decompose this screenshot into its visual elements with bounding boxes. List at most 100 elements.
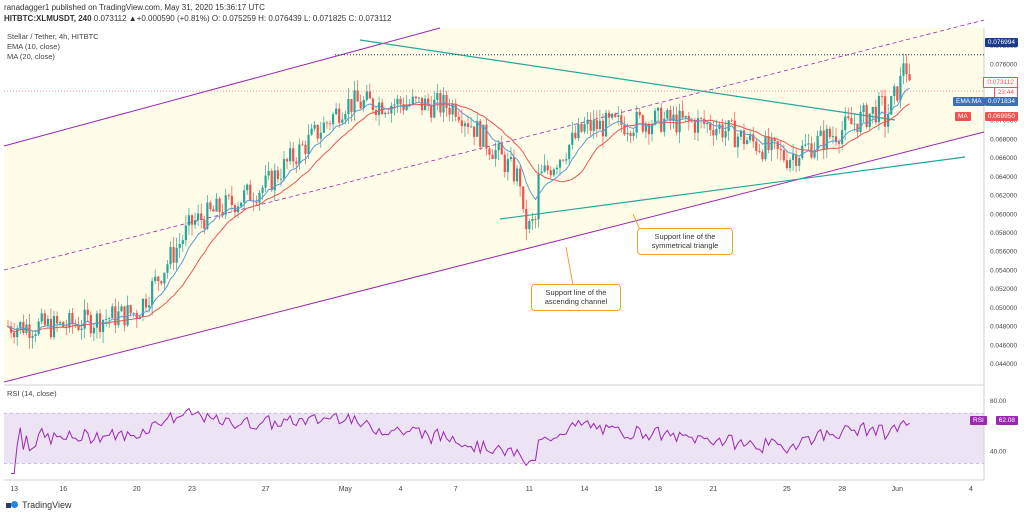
- candle-body: [650, 124, 654, 135]
- candle-body: [785, 160, 789, 169]
- time-tick-label: 4: [969, 486, 973, 493]
- candle-body: [359, 101, 362, 109]
- candle-body: [347, 98, 350, 115]
- candle-body: [791, 154, 795, 161]
- candle-body: [215, 198, 218, 212]
- ema-ma-label: EMA:MA: [953, 97, 985, 106]
- legend-ema[interactable]: EMA (10, close): [7, 42, 60, 51]
- candle-body: [436, 93, 439, 100]
- time-tick-label: 14: [581, 486, 589, 493]
- ticker-line: HITBTC:XLMUSDT, 240 0.073112 ▲+0.000590 …: [4, 14, 391, 23]
- candle-body: [445, 94, 448, 108]
- ma-price-tag: 0.069950: [984, 112, 1018, 121]
- candle-body: [905, 63, 908, 75]
- candle-body: [825, 128, 828, 150]
- candle-body: [151, 281, 154, 306]
- candle-body: [147, 305, 151, 308]
- ema-price-tag: 0.071834: [984, 97, 1018, 106]
- candle-body: [902, 63, 905, 76]
- legend-symbol[interactable]: Stellar / Tether, 4h, HITBTC: [7, 32, 99, 41]
- candle-body: [736, 136, 739, 148]
- time-tick-label: 16: [59, 486, 67, 493]
- candle-body: [512, 157, 516, 182]
- candle-body: [733, 120, 736, 148]
- candle-body: [494, 150, 497, 159]
- price-tick-label: 0.046000: [990, 342, 1017, 349]
- channel-callout: Support line of the ascending channel: [531, 284, 621, 311]
- candle-body: [95, 313, 99, 328]
- candle-body: [325, 122, 329, 124]
- candle-body: [607, 112, 611, 118]
- candle-body: [246, 184, 249, 191]
- candle-body: [166, 264, 169, 273]
- candle-body: [476, 121, 479, 137]
- candle-body: [197, 213, 200, 221]
- candle-body: [411, 96, 414, 104]
- candle-body: [160, 281, 163, 284]
- candle-body: [583, 124, 586, 132]
- candle-body: [844, 116, 847, 131]
- triangle-lower-line: [499, 156, 966, 220]
- candle-body: [396, 98, 399, 105]
- candle-body: [108, 318, 111, 320]
- candle-body: [709, 122, 712, 131]
- candle-body: [473, 126, 476, 137]
- candle-body: [377, 102, 381, 115]
- candle-body: [59, 322, 62, 324]
- candle-body: [258, 192, 261, 203]
- legend-ma[interactable]: MA (20, close): [7, 52, 55, 61]
- candle-body: [181, 240, 184, 244]
- candle-body: [178, 243, 181, 248]
- ohlc: O: 0.075259 H: 0.076439 L: 0.071825 C: 0…: [211, 14, 392, 23]
- candle-body: [623, 124, 626, 135]
- time-tick-label: 27: [262, 486, 270, 493]
- candle-body: [764, 136, 767, 160]
- candle-body: [614, 113, 617, 117]
- candle-body: [807, 143, 810, 145]
- candle-body: [279, 178, 283, 180]
- candle-body: [405, 104, 408, 110]
- candle-body: [463, 123, 467, 127]
- candle-body: [819, 130, 822, 136]
- candle-body: [187, 215, 191, 226]
- candle-body: [742, 130, 746, 145]
- rsi-tick-label: 80.00: [990, 398, 1007, 405]
- candle-body: [893, 86, 896, 97]
- candle-body: [399, 98, 402, 105]
- candle-body: [776, 141, 779, 149]
- candle-body: [755, 141, 758, 151]
- time-tick-label: May: [339, 486, 353, 493]
- price-tick-label: 0.058000: [990, 230, 1017, 237]
- candle-body: [856, 123, 859, 133]
- candle-body: [663, 118, 666, 132]
- candle-body: [92, 327, 95, 334]
- candle-body: [169, 247, 172, 265]
- candle-body: [617, 115, 620, 117]
- candle-body: [611, 113, 614, 118]
- candle-body: [874, 106, 877, 123]
- candle-body: [37, 321, 40, 335]
- candle-body: [877, 96, 881, 123]
- price-tick-label: 0.044000: [990, 361, 1017, 368]
- tradingview-brand[interactable]: TradingView: [6, 500, 72, 510]
- candle-body: [788, 160, 792, 169]
- ema-line: [7, 87, 910, 333]
- candle-body: [313, 124, 316, 129]
- candle-body: [727, 120, 730, 132]
- candle-body: [209, 202, 212, 210]
- candle-body: [620, 115, 623, 125]
- candle-body: [74, 324, 77, 326]
- candle-body: [43, 313, 46, 325]
- candle-body: [457, 116, 460, 121]
- legend-rsi[interactable]: RSI (14, close): [7, 389, 57, 398]
- candle-body: [745, 140, 749, 145]
- candle-body: [221, 212, 224, 215]
- candle-body: [331, 114, 335, 125]
- candle-body: [163, 272, 166, 284]
- candle-body: [68, 312, 71, 328]
- candle-body: [451, 103, 454, 115]
- time-tick-label: 28: [838, 486, 846, 493]
- channel-mid-line: [3, 19, 985, 271]
- candle-body: [132, 312, 135, 314]
